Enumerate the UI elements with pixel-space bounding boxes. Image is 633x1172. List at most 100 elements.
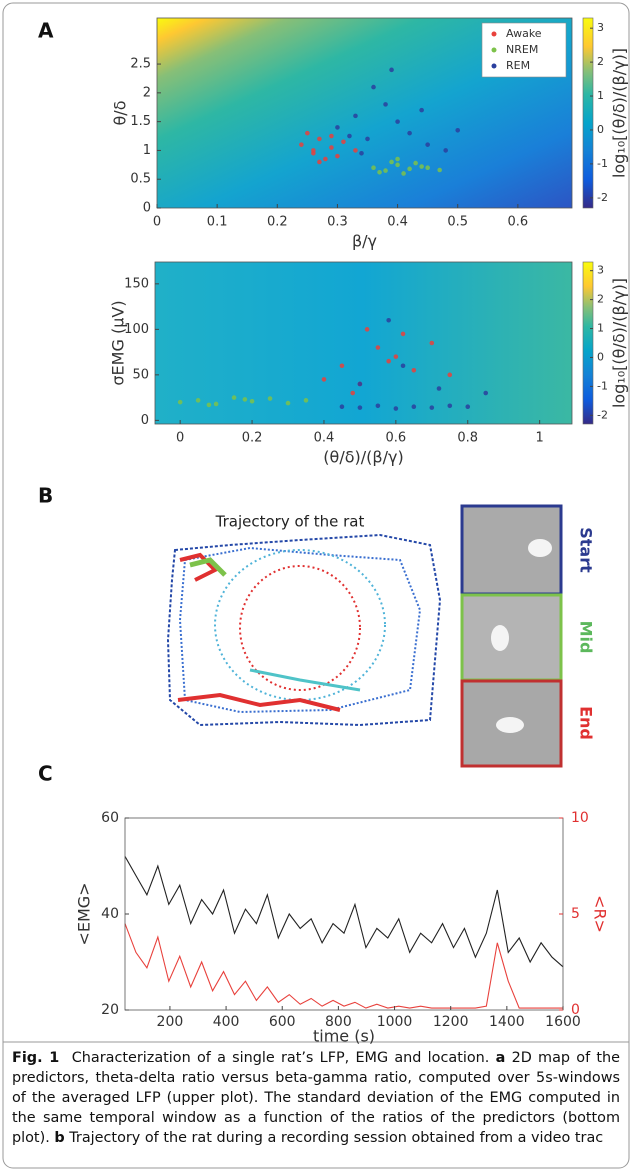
x-tick-label: 0.2 [267, 215, 288, 230]
x-axis-label: β/γ [352, 232, 377, 251]
data-point [389, 159, 394, 165]
video-frames [460, 504, 563, 768]
data-point [425, 165, 430, 170]
colorbar-tick-label: 1 [597, 89, 604, 102]
data-point [400, 363, 406, 369]
data-point [299, 142, 304, 147]
data-point [249, 398, 255, 404]
data-point [339, 404, 345, 410]
colorbar-tick-label: 0 [597, 123, 604, 136]
data-point [483, 390, 489, 396]
caption: Fig. 1 Characterization of a single rat’… [12, 1048, 620, 1148]
data-point [395, 156, 400, 162]
panel-label: A [38, 19, 54, 43]
y-tick-label: 40 [101, 906, 119, 922]
legend-marker [491, 63, 497, 69]
data-point [465, 404, 471, 410]
data-point [377, 170, 382, 175]
y-tick-label: 0 [141, 413, 149, 428]
y2-axis-label: <R> [591, 895, 610, 933]
x-tick-label: 0.1 [207, 215, 228, 230]
y-tick-label: 0.5 [130, 172, 151, 187]
data-point [177, 399, 183, 405]
data-point [437, 167, 442, 173]
legend-label: Awake [506, 27, 542, 40]
x-tick-label: 0.8 [457, 431, 478, 446]
data-point [395, 162, 400, 168]
data-point [305, 130, 310, 136]
y-tick-label: 1.5 [130, 114, 151, 129]
data-point [341, 139, 346, 145]
data-point [195, 398, 201, 403]
data-point [407, 166, 412, 172]
frame-label: End [577, 706, 596, 740]
caption-label: b [54, 1130, 65, 1146]
data-point [206, 402, 212, 408]
data-point [321, 377, 327, 382]
x-tick-label: 0.2 [242, 431, 263, 446]
data-point [411, 368, 417, 373]
x-axis-label: time (s) [313, 1027, 375, 1046]
data-point [347, 133, 352, 139]
y2-tick-label: 10 [571, 810, 589, 826]
colorbar-tick-label: -2 [597, 191, 608, 204]
x-tick-label: 1 [536, 431, 544, 446]
frame-label: Start [577, 527, 596, 573]
data-point [242, 397, 248, 402]
data-point [429, 340, 435, 346]
x-tick-label: 600 [269, 1014, 296, 1030]
y-tick-label: 60 [101, 810, 119, 826]
panel-label: B [38, 484, 53, 508]
data-point [386, 317, 391, 323]
data-point [393, 354, 399, 359]
data-point [447, 403, 453, 409]
x-tick-label: 800 [325, 1014, 352, 1030]
y-axis-label: σEMG (μV) [109, 300, 128, 385]
data-point [407, 130, 412, 136]
data-point [357, 405, 363, 410]
x-axis-label: (θ/δ)/(β/γ) [323, 448, 403, 467]
colorbar [582, 17, 594, 209]
x-tick-label: 0.6 [386, 431, 407, 446]
data-point [383, 168, 388, 173]
colorbar-tick-label: 1 [597, 322, 604, 335]
data-line [124, 856, 564, 968]
legend-label: REM [506, 59, 530, 72]
caption-figure: Fig. 1 [12, 1050, 60, 1066]
colorbar-tick-label: 3 [597, 21, 604, 34]
data-point [400, 331, 406, 337]
plot-frame [154, 261, 573, 425]
data-point [455, 127, 461, 133]
y-tick-label: 0 [143, 201, 151, 216]
data-point [329, 133, 334, 139]
data-point [375, 345, 381, 350]
data-point [339, 363, 345, 369]
colorbar-tick-label: -1 [597, 157, 608, 170]
plot-background [155, 262, 572, 424]
data-point [383, 102, 388, 107]
y-tick-label: 20 [101, 1002, 119, 1018]
data-point [303, 398, 309, 403]
trajectory [166, 533, 442, 727]
data-point [231, 395, 237, 400]
data-point [285, 400, 291, 406]
caption-text: Trajectory of the rat during a recording… [69, 1130, 604, 1146]
trajectory-title: Trajectory of the rat [215, 513, 365, 531]
x-tick-label: 200 [157, 1014, 184, 1030]
data-point [329, 145, 334, 150]
data-point [357, 381, 363, 387]
x-tick-label: 400 [213, 1014, 240, 1030]
data-point [371, 165, 376, 170]
data-point [359, 151, 364, 156]
colorbar-label: log₁₀[(θ/δ)/(β/γ)] [610, 48, 629, 178]
colorbar-tick-label: 0 [597, 350, 604, 363]
data-point [401, 171, 406, 176]
data-point [389, 67, 394, 73]
colorbar [582, 261, 594, 425]
data-point [213, 401, 219, 407]
legend-marker [491, 47, 497, 53]
data-point [353, 148, 358, 153]
x-tick-label: 0.3 [327, 215, 348, 230]
legend-marker [491, 31, 497, 37]
